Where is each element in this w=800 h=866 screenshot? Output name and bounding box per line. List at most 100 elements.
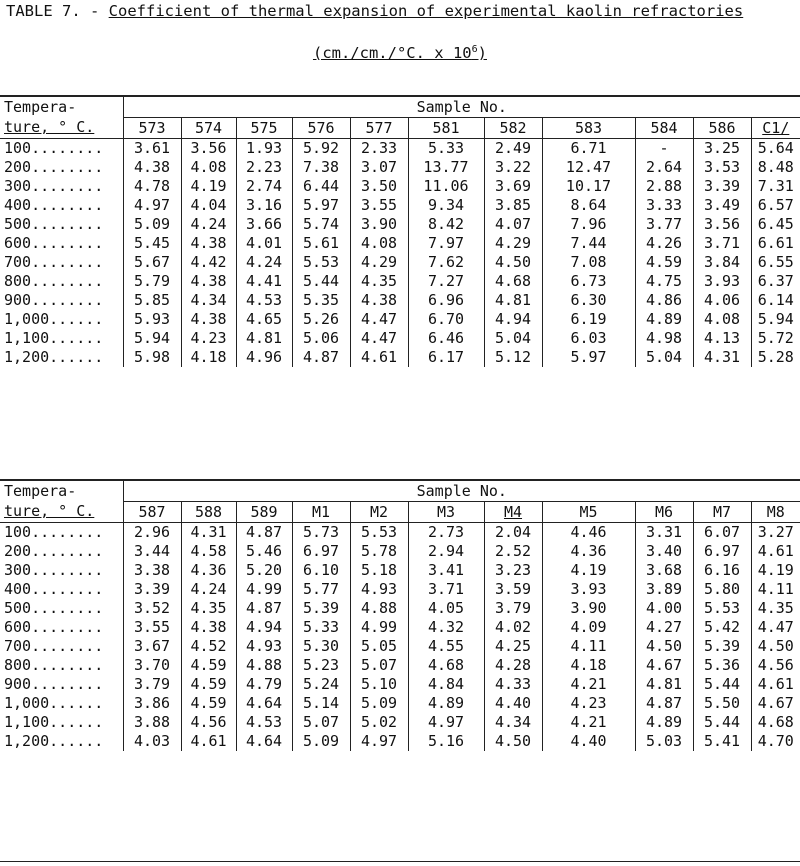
value-cell: 3.56 [692, 215, 751, 234]
value-cell: 5.24 [291, 675, 350, 694]
temperature-cell: 1,000...... [4, 694, 104, 712]
sample-column-header: M3 [407, 501, 484, 523]
table-row: 400........ 4.97 4.04 3.16 5.97 3.55 9.34 3.85 8… [0, 196, 800, 215]
table-row: 1,100...... 5.94 4.23 4.81 5.06 4.47 6.46 5.04 6… [0, 329, 800, 348]
value-cell: 4.87 [235, 522, 292, 542]
sample-column-header: 582 [483, 117, 542, 139]
value-cell: 4.08 [349, 234, 408, 253]
value-cell: 4.23 [541, 694, 635, 713]
table-end-rule [0, 861, 800, 862]
sample-column-header: M6 [634, 501, 693, 523]
table-row: 500........ 3.52 4.35 4.87 5.39 4.88 4.05 3.79 3… [0, 599, 800, 618]
value-cell: 4.47 [349, 310, 408, 329]
value-cell: 4.94 [483, 310, 542, 329]
value-cell: 6.19 [541, 310, 635, 329]
value-cell: 3.90 [541, 599, 635, 618]
value-cell: 5.78 [349, 542, 408, 561]
value-cell: 6.44 [291, 177, 350, 196]
value-cell: 3.70 [122, 656, 181, 675]
value-cell: 13.77 [407, 158, 484, 177]
value-cell: 4.06 [692, 291, 751, 310]
value-cell: 4.89 [634, 310, 693, 329]
value-cell: 5.53 [291, 253, 350, 272]
value-cell: 3.79 [483, 599, 542, 618]
value-cell: 5.92 [291, 138, 350, 158]
sample-column-header: 586 [692, 117, 751, 139]
value-cell: 3.71 [407, 580, 484, 599]
value-cell: 6.70 [407, 310, 484, 329]
value-cell: 3.16 [235, 196, 292, 215]
temperature-cell: 1,200...... [4, 348, 104, 366]
value-cell: 4.99 [349, 618, 408, 637]
temperature-cell: 100........ [4, 523, 104, 541]
value-cell: 4.65 [235, 310, 292, 329]
value-cell: 4.35 [349, 272, 408, 291]
table-row: 1,200...... 5.98 4.18 4.96 4.87 4.61 6.17 5.12 5… [0, 348, 800, 367]
value-cell: 4.18 [180, 348, 236, 367]
value-cell: 4.24 [235, 253, 292, 272]
value-cell: 5.79 [122, 272, 181, 291]
value-cell: 6.55 [750, 253, 800, 272]
table-row: 1,000...... 3.86 4.59 4.64 5.14 5.09 4.89 4.40 4… [0, 694, 800, 713]
value-cell: 3.93 [541, 580, 635, 599]
temperature-cell: 400........ [4, 196, 104, 214]
value-cell: 5.50 [692, 694, 751, 713]
value-cell: 5.85 [122, 291, 181, 310]
table-row: 1,100...... 3.88 4.56 4.53 5.07 5.02 4.97 4.34 4… [0, 713, 800, 732]
value-cell: 5.97 [541, 348, 635, 367]
value-cell: 3.88 [122, 713, 181, 732]
value-cell: 3.69 [483, 177, 542, 196]
value-cell: 4.13 [692, 329, 751, 348]
value-cell: 4.25 [483, 637, 542, 656]
value-cell: 5.44 [692, 675, 751, 694]
value-cell: 5.12 [483, 348, 542, 367]
value-cell: 7.38 [291, 158, 350, 177]
sample-column-header: 589 [235, 501, 292, 523]
value-cell: 3.39 [122, 580, 181, 599]
value-cell: 3.67 [122, 637, 181, 656]
value-cell: 6.61 [750, 234, 800, 253]
sample-column-header: M4 [483, 501, 542, 523]
value-cell: 2.73 [407, 522, 484, 542]
value-cell: 3.68 [634, 561, 693, 580]
value-cell: 3.90 [349, 215, 408, 234]
sample-column-header: 577 [349, 117, 408, 139]
value-cell: 5.05 [349, 637, 408, 656]
value-cell: 4.34 [180, 291, 236, 310]
value-cell: 2.23 [235, 158, 292, 177]
value-cell: 4.70 [750, 732, 800, 751]
table-row: 400........ 3.39 4.24 4.99 5.77 4.93 3.71 3.59 3… [0, 580, 800, 599]
value-cell: 5.74 [291, 215, 350, 234]
value-cell: 4.47 [750, 618, 800, 637]
value-cell: 5.09 [291, 732, 350, 751]
value-cell: 5.53 [692, 599, 751, 618]
value-cell: 4.59 [180, 675, 236, 694]
value-cell: 4.81 [634, 675, 693, 694]
temperature-cell: 900........ [4, 291, 104, 309]
value-cell: 4.33 [483, 675, 542, 694]
value-cell: 4.86 [634, 291, 693, 310]
value-cell: 5.41 [692, 732, 751, 751]
value-cell: 4.11 [541, 637, 635, 656]
sample-number-header: Sample No. [122, 96, 800, 118]
value-cell: 3.77 [634, 215, 693, 234]
units-base: (cm./cm./°C. x 10 [312, 44, 472, 63]
value-cell: 3.40 [634, 542, 693, 561]
sample-column-header: M7 [692, 501, 751, 523]
value-cell: 3.39 [692, 177, 751, 196]
value-cell: 5.26 [291, 310, 350, 329]
temperature-cell: 500........ [4, 599, 104, 617]
value-cell: 5.07 [349, 656, 408, 675]
table-row: 600........ 3.55 4.38 4.94 5.33 4.99 4.32 4.02 4… [0, 618, 800, 637]
value-cell: 5.04 [483, 329, 542, 348]
value-cell: 2.94 [407, 542, 484, 561]
value-cell: 6.03 [541, 329, 635, 348]
value-cell: 4.59 [180, 694, 236, 713]
value-cell: 5.77 [291, 580, 350, 599]
value-cell: 4.18 [541, 656, 635, 675]
value-cell: 3.44 [122, 542, 181, 561]
value-cell: 6.97 [692, 542, 751, 561]
value-cell: 5.67 [122, 253, 181, 272]
value-cell: 4.24 [180, 580, 236, 599]
sample-column-header: 574 [180, 117, 236, 139]
